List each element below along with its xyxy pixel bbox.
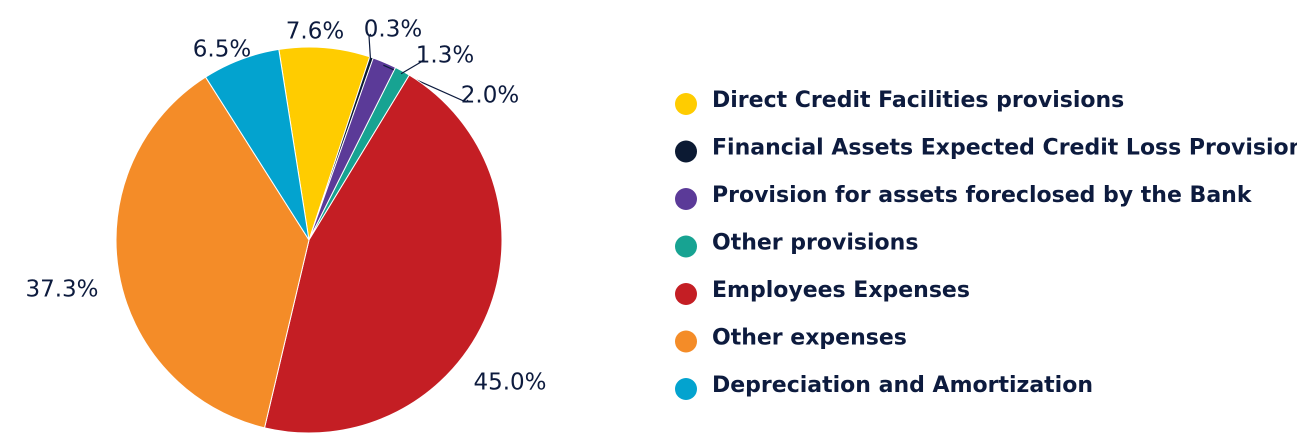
legend-marker xyxy=(675,235,697,258)
legend-label: Depreciation and Amortization xyxy=(712,373,1093,398)
legend-marker xyxy=(675,93,697,115)
legend-label: Provision for assets foreclosed by the B… xyxy=(712,183,1253,208)
data-label: 7.6% xyxy=(286,19,344,45)
legend-marker xyxy=(675,140,697,163)
leader-line xyxy=(368,33,372,61)
legend-marker xyxy=(675,188,697,210)
pie-slice xyxy=(204,48,310,241)
legend-marker xyxy=(675,330,697,353)
legend-label: Employees Expenses xyxy=(712,278,970,303)
leader-line xyxy=(400,59,424,75)
legend-label: Direct Credit Facilities provisions xyxy=(712,88,1124,113)
data-label: 0.3% xyxy=(364,17,422,43)
legend-marker xyxy=(675,378,697,400)
legend-label: Other expenses xyxy=(712,326,907,351)
data-label: 37.3% xyxy=(25,277,98,303)
legend-marker xyxy=(675,283,697,305)
pie-slice xyxy=(263,74,503,434)
data-label: 1.3% xyxy=(416,43,474,69)
data-label: 45.0% xyxy=(473,370,546,396)
legend-label: Financial Assets Expected Credit Loss Pr… xyxy=(712,136,1297,161)
data-label: 2.0% xyxy=(461,83,519,109)
legend-label: Other provisions xyxy=(712,231,918,256)
data-label: 6.5% xyxy=(193,37,251,63)
